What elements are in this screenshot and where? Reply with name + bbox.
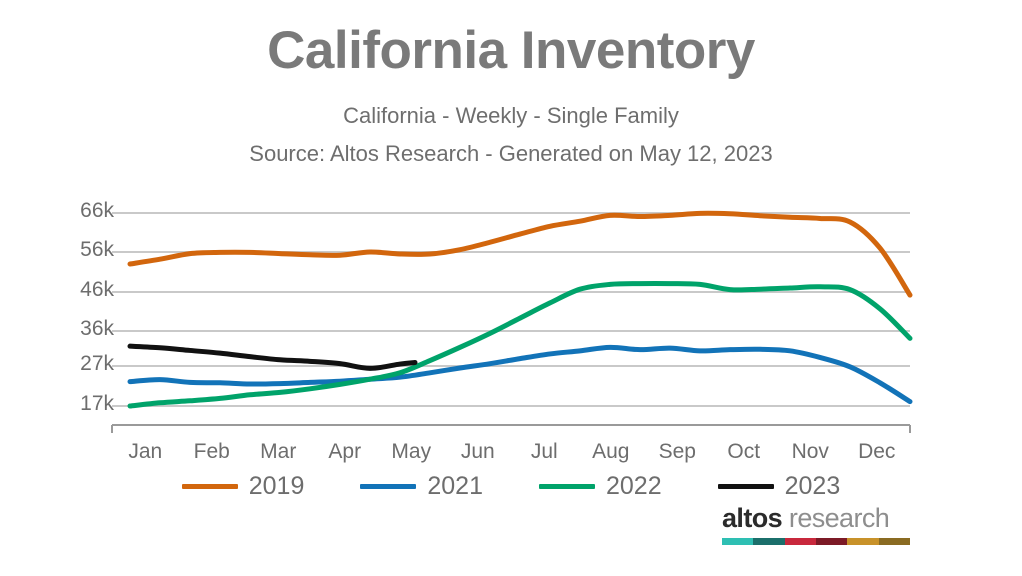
legend-item-2021[interactable]: 2021	[360, 472, 483, 501]
legend-item-2019[interactable]: 2019	[181, 472, 305, 501]
logo-wordmark: altos research	[722, 503, 910, 533]
legend-swatch-icon	[539, 484, 595, 489]
legend-swatch-icon	[717, 484, 774, 489]
y-axis-tick-label: 66k	[80, 199, 114, 222]
x-axis-tick-label: Mar	[260, 440, 297, 463]
chart-legend: 2019 2021 2022 2023	[0, 472, 1022, 501]
x-axis-tick-label: Apr	[328, 440, 362, 463]
axis-lines	[111, 424, 911, 433]
y-axis-tick-label: 56k	[80, 238, 114, 261]
legend-item-2022[interactable]: 2022	[539, 472, 662, 501]
x-axis-tick-label: Sep	[658, 440, 696, 463]
logo-bar-segment	[815, 538, 848, 545]
y-axis-tick-label: 17k	[80, 392, 114, 415]
x-axis-tick-label: Aug	[592, 440, 630, 463]
gridlines	[112, 212, 910, 407]
x-axis-tick-label: Jul	[530, 440, 558, 463]
logo-word-research: research	[782, 503, 890, 533]
x-axis-tick-label: Nov	[791, 440, 829, 463]
logo-bar-segment	[753, 538, 785, 545]
series-line-2023	[127, 343, 418, 371]
legend-swatch-icon	[360, 484, 417, 489]
x-axis-tick-label: Jan	[128, 440, 163, 463]
logo-brand-altos: altos	[722, 503, 783, 533]
series-line-2022	[127, 281, 913, 409]
series-line-2021	[127, 344, 913, 405]
legend-label: 2019	[248, 472, 305, 500]
series-lines	[127, 210, 913, 409]
chart-source-line: Source: Altos Research - Generated on Ma…	[249, 141, 773, 166]
page-title: California Inventory	[267, 21, 755, 80]
x-axis-tick-label: Feb	[193, 440, 230, 463]
legend-label: 2022	[606, 472, 662, 500]
logo-bar-segment	[722, 538, 754, 545]
logo-bar-segment	[847, 538, 879, 545]
legend-item-2023[interactable]: 2023	[717, 472, 841, 501]
y-axis-tick-label: 46k	[80, 278, 114, 301]
legend-label: 2023	[784, 472, 841, 500]
logo-color-bar	[722, 538, 910, 545]
x-axis-tick-label: Dec	[858, 440, 896, 463]
legend-swatch-icon	[181, 484, 238, 489]
y-axis-tick-label: 36k	[80, 317, 114, 340]
logo-bar-segment	[878, 538, 910, 545]
legend-label: 2021	[427, 472, 483, 500]
x-axis-tick-label: May	[391, 440, 432, 463]
x-axis-tick-label: Oct	[727, 440, 761, 463]
y-axis-tick-label: 27k	[80, 352, 114, 375]
chart-subtitle: California - Weekly - Single Family	[343, 103, 679, 128]
x-axis-tick-label: Jun	[460, 440, 495, 463]
altos-research-logo: altos research	[722, 503, 910, 545]
logo-bar-segment	[784, 538, 816, 545]
series-line-2019	[127, 210, 913, 298]
